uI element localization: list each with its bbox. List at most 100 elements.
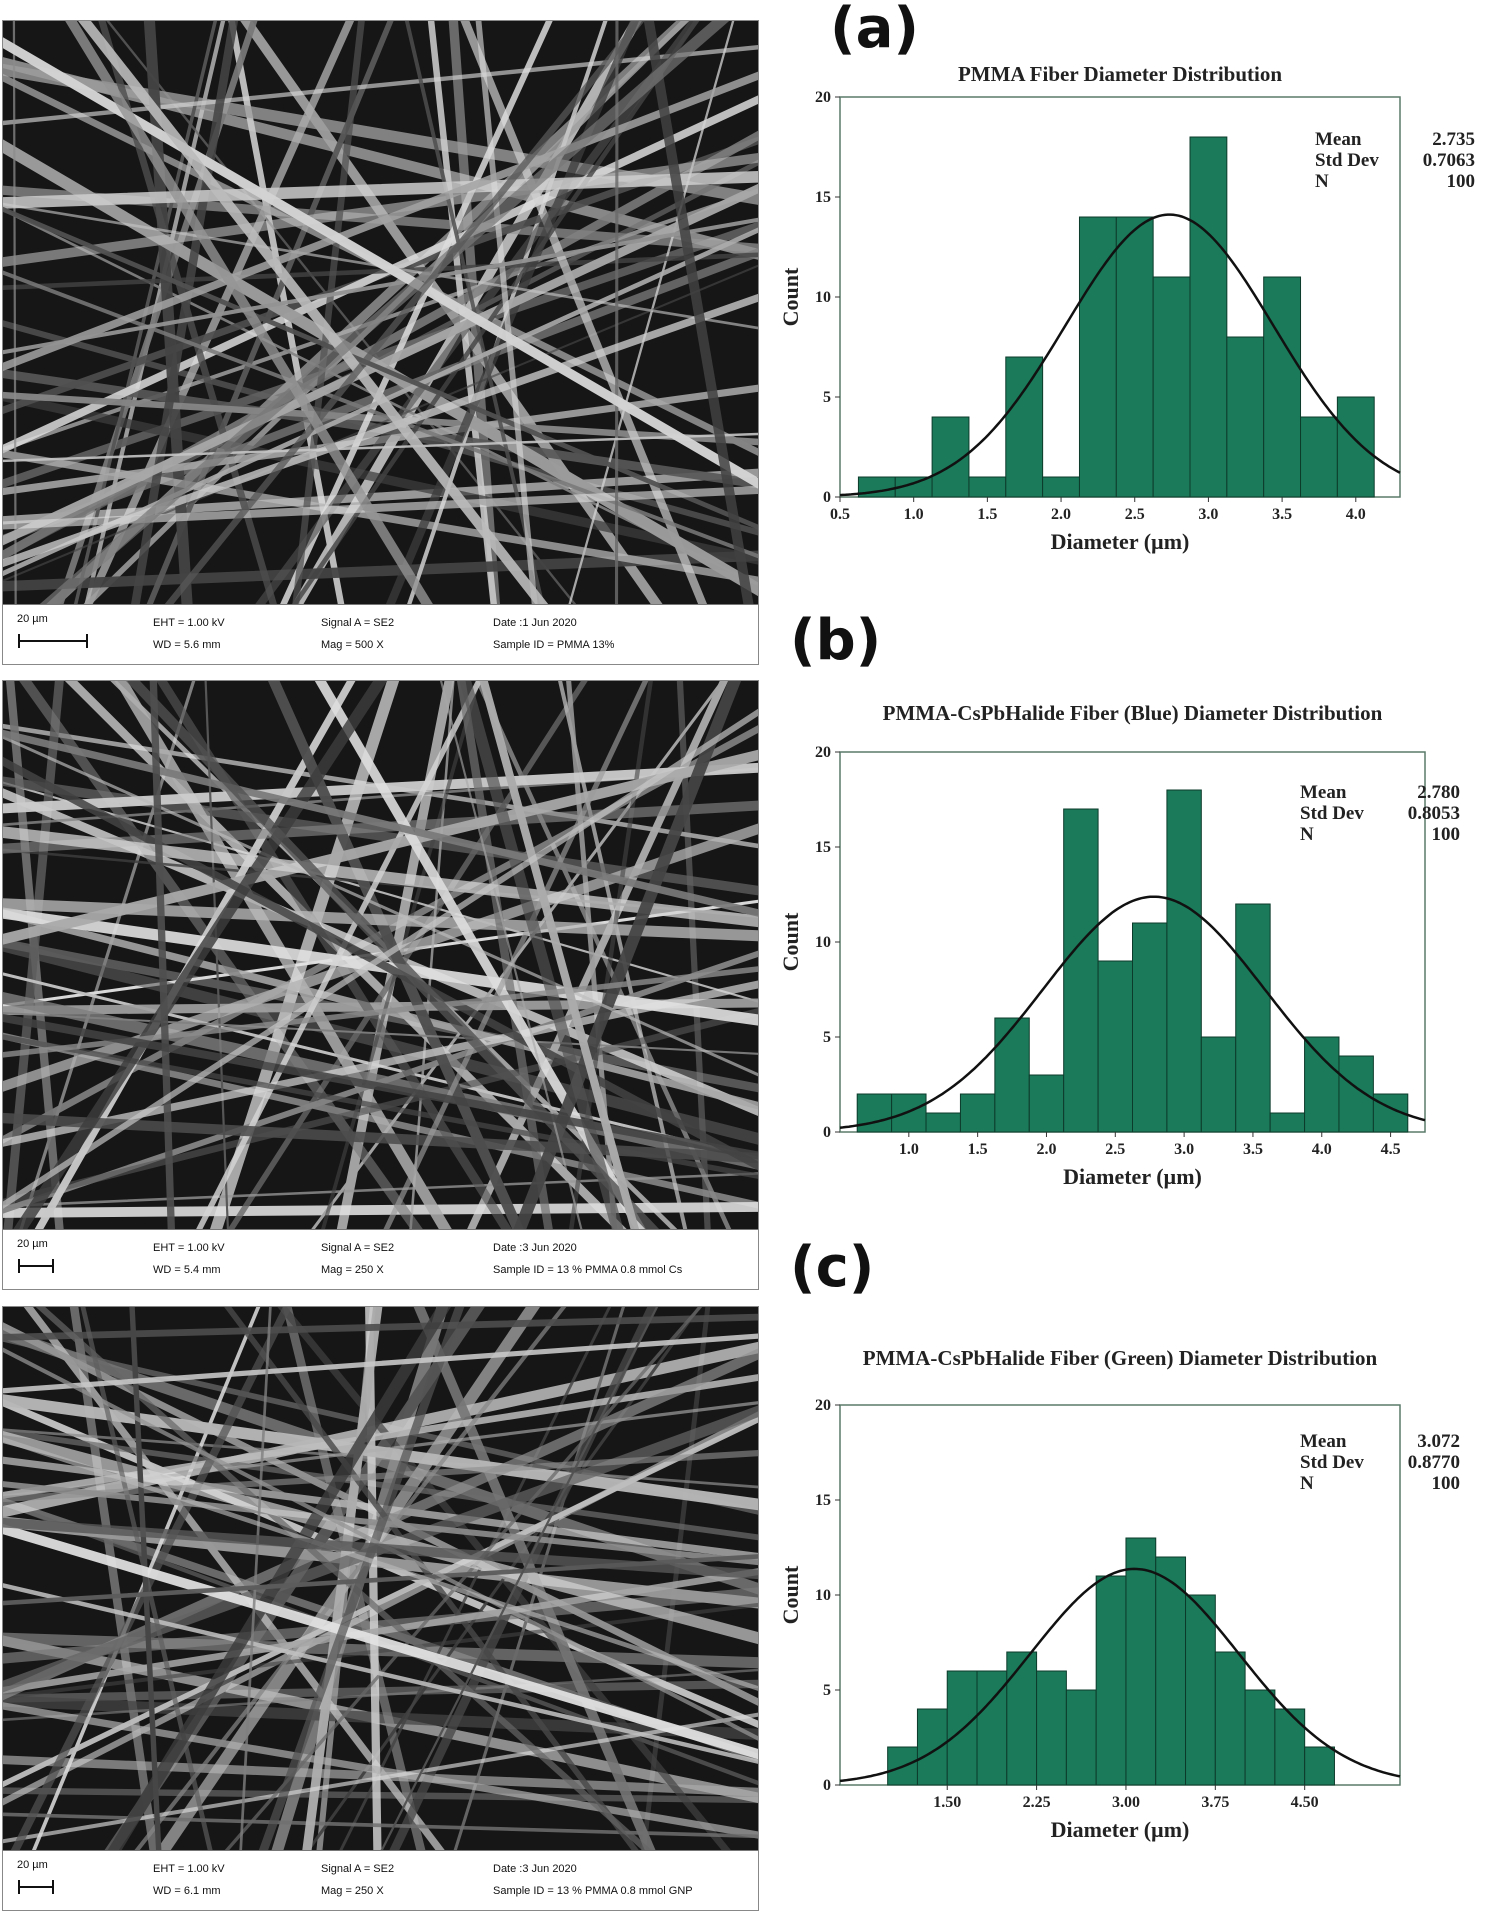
stats-mean-value: 2.735 <box>1432 129 1475 150</box>
fiber-strand <box>3 252 758 291</box>
histogram-bar <box>1006 1651 1038 1786</box>
y-tick-label: 15 <box>815 839 831 856</box>
scale-bar-tick-left <box>18 1880 20 1894</box>
fiber-strand <box>3 1450 758 1503</box>
scale-label: 20 µm <box>17 1859 48 1871</box>
fiber-strand <box>3 1812 758 1839</box>
x-tick-label: 3.5 <box>1272 506 1292 523</box>
mag-text: Mag = 500 X <box>321 639 384 651</box>
fiber-strand <box>459 681 624 1231</box>
histogram-bar <box>1065 1689 1097 1786</box>
signal-text: Signal A = SE2 <box>321 1863 395 1875</box>
date-text: Date :1 Jun 2020 <box>493 617 577 629</box>
eht-text: EHT = 1.00 kV <box>153 1863 225 1875</box>
x-tick-label: 1.0 <box>904 506 924 523</box>
histogram-bar <box>1185 1594 1216 1786</box>
fiber-strand <box>3 1702 758 1839</box>
histogram-bar <box>1226 336 1265 498</box>
histogram-bar <box>1028 1074 1065 1133</box>
fiber-strand <box>456 681 554 1231</box>
fiber-strand <box>479 681 640 1231</box>
x-axis-label: Diameter (µm) <box>1063 1164 1202 1189</box>
fiber-strand <box>37 21 730 606</box>
fiber-strand <box>3 264 758 582</box>
x-tick-label: 2.5 <box>1125 506 1145 523</box>
histogram-bar <box>1097 960 1133 1133</box>
fiber-strand <box>3 1568 758 1694</box>
y-tick-label: 5 <box>823 389 831 406</box>
x-tick-label: 3.0 <box>1198 506 1218 523</box>
histogram-bar <box>1338 1055 1374 1133</box>
y-tick-label: 20 <box>815 89 831 106</box>
fiber-strand <box>3 1034 758 1179</box>
histogram-bar <box>1263 276 1302 498</box>
mag-text: Mag = 250 X <box>321 1264 384 1276</box>
stats-mean-label: Mean <box>1300 782 1347 803</box>
fiber-strand <box>643 21 754 606</box>
y-axis-label: Count <box>778 1565 803 1624</box>
fiber-strand <box>385 21 639 606</box>
x-tick-label: 3.00 <box>1112 1794 1140 1811</box>
fiber-strand <box>292 21 365 606</box>
scale-bar-tick-right <box>86 634 88 648</box>
fiber-strand <box>226 681 588 1231</box>
histogram-bar <box>1300 416 1338 498</box>
y-axis-label: Count <box>778 912 803 971</box>
histogram-chart-b: PMMA-CsPbHalide Fiber (Blue) Diameter Di… <box>778 701 1461 1189</box>
histogram-bar <box>1166 789 1202 1133</box>
date-text: Date :3 Jun 2020 <box>493 1863 577 1875</box>
panel-label-b: (b) <box>790 608 882 673</box>
histogram-bar <box>1189 136 1228 498</box>
fiber-strand <box>512 681 742 1231</box>
fiber-strand <box>3 217 758 355</box>
histogram-bar <box>1042 476 1080 498</box>
fiber-strand <box>567 21 735 606</box>
fiber-strand <box>149 681 176 1231</box>
sample-text: Sample ID = 13 % PMMA 0.8 mmol Cs <box>493 1264 683 1276</box>
stats-n-value: 100 <box>1432 824 1461 845</box>
histogram-bar <box>1152 276 1191 498</box>
histogram-bar <box>1304 1036 1340 1133</box>
normal-fit-curve <box>839 213 1401 497</box>
y-tick-label: 15 <box>815 189 831 206</box>
fiber-strand <box>3 708 758 1209</box>
fiber-strand <box>65 21 435 606</box>
stats-n-value: 100 <box>1432 1473 1461 1494</box>
y-tick-label: 5 <box>823 1682 831 1699</box>
sem-micrograph-b <box>3 681 758 1231</box>
x-tick-label: 2.0 <box>1036 1141 1056 1158</box>
y-tick-label: 10 <box>815 1587 831 1604</box>
fiber-strand <box>3 153 758 267</box>
fiber-strand <box>3 206 758 530</box>
wd-text: WD = 6.1 mm <box>153 1885 221 1897</box>
stats-std-dev-value: 0.8053 <box>1408 803 1460 824</box>
eht-text: EHT = 1.00 kV <box>153 1242 225 1254</box>
scale-label: 20 µm <box>17 1238 48 1250</box>
wd-text: WD = 5.4 mm <box>153 1264 221 1276</box>
histogram-bar <box>1200 1036 1237 1133</box>
x-tick-label: 2.0 <box>1051 506 1071 523</box>
fiber-strand <box>3 1602 758 1700</box>
scale-bar-tick-right <box>52 1259 54 1273</box>
chart-title: PMMA-CsPbHalide Fiber (Green) Diameter D… <box>863 1346 1378 1370</box>
stats-mean-label: Mean <box>1315 129 1362 150</box>
x-tick-label: 2.5 <box>1105 1141 1125 1158</box>
fiber-strand <box>409 681 455 1231</box>
fiber-network-c <box>3 1307 758 1852</box>
normal-fit-curve <box>839 895 1426 1129</box>
x-tick-label: 1.5 <box>977 506 997 523</box>
y-tick-label: 15 <box>815 1492 831 1509</box>
fiber-strand <box>9 1307 292 1852</box>
signal-text: Signal A = SE2 <box>321 617 395 629</box>
histogram-bar <box>1078 216 1117 498</box>
fiber-strand <box>475 21 538 606</box>
fiber-strand <box>379 1307 659 1852</box>
y-tick-label: 20 <box>815 1397 831 1414</box>
fiber-strand <box>3 991 758 1170</box>
histogram-bar <box>959 1093 996 1133</box>
histogram-bar <box>1005 356 1044 498</box>
fiber-network-a <box>3 21 758 606</box>
histogram-chart-a: PMMA Fiber Diameter Distribution 0.5 1.0 1.… <box>778 65 1475 554</box>
fiber-strand <box>195 681 483 1231</box>
chart-title: PMMA-CsPbHalide Fiber (Blue) Diameter Di… <box>883 701 1383 725</box>
